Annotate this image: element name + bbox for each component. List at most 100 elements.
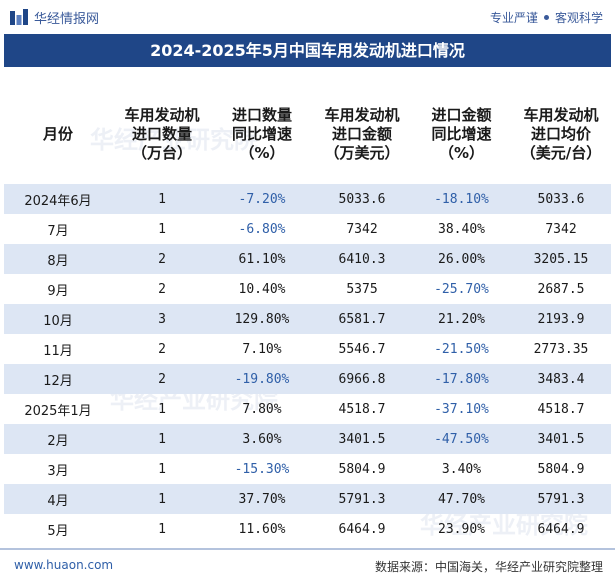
month-cell: 4月 [4,484,112,514]
value-cell: 2 [158,281,166,297]
month-cell: 9月 [47,283,69,299]
table-header-row: 月份 车用发动机 进口数量 （万台） 进口数量 同比增速 （%） 车用发动机 进口金额… [4,84,611,184]
value-cell: 23.90% [438,521,485,537]
value-cell: 6464.9 [338,521,386,537]
table-row: 3月 1 -15.30% 5804.9 3.40% 5804.9 [4,454,611,484]
value-cell: 3205.15 [511,244,611,274]
value-cell: -21.50% [434,341,489,357]
month-cell: 2025年1月 [24,403,92,419]
value-cell: 129.80% [212,304,312,334]
column-header: 进口数量 同比增速 （%） [231,105,292,162]
value-cell: 6966.8 [312,364,412,394]
table-row: 2024年6月 1 -7.20% 5033.6 -18.10% 5033.6 [4,184,611,214]
value-cell: 3.60% [212,424,312,454]
value-cell: 21.20% [412,304,511,334]
value-cell: 2 [158,341,166,357]
month-cell: 2024年6月 [4,184,112,214]
page-title: 2024-2025年5月中国车用发动机进口情况 [4,34,611,67]
value-cell: 7342 [346,221,378,237]
value-cell: 5375 [346,281,378,297]
table-row: 10月 3 129.80% 6581.7 21.20% 2193.9 [4,304,611,334]
value-cell: 2 [112,244,212,274]
value-cell: 2193.9 [511,304,611,334]
value-cell: 1 [112,184,212,214]
month-cell: 3月 [47,463,69,479]
value-cell: 3401.5 [312,424,412,454]
value-cell: -15.30% [234,461,290,477]
value-cell: 1 [158,461,166,477]
month-cell: 8月 [4,244,112,274]
import-table: 月份 车用发动机 进口数量 （万台） 进口数量 同比增速 （%） 车用发动机 进口金额… [4,84,611,544]
column-header: 进口金额 同比增速 （%） [431,105,492,162]
value-cell: 47.70% [412,484,511,514]
value-cell: -6.80% [238,221,286,237]
value-cell: 5791.3 [312,484,412,514]
table-row: 8月 2 61.10% 6410.3 26.00% 3205.15 [4,244,611,274]
value-cell: 4518.7 [537,401,585,417]
value-cell: 6464.9 [537,521,585,537]
value-cell: 5804.9 [537,461,585,477]
table-row: 5月 1 11.60% 6464.9 23.90% 6464.9 [4,514,611,544]
column-header: 月份 [42,124,73,143]
top-bar: 华经情报网 专业严谨 客观科学 [0,0,615,34]
table-body: 2024年6月 1 -7.20% 5033.6 -18.10% 5033.6 7月 1 -6.8… [4,184,611,544]
value-cell: 3 [112,304,212,334]
value-cell: 5033.6 [511,184,611,214]
value-cell: 5033.6 [312,184,412,214]
value-cell: 2773.35 [533,341,589,357]
month-cell: 12月 [4,364,112,394]
table-row: 4月 1 37.70% 5791.3 47.70% 5791.3 [4,484,611,514]
table-row: 12月 2 -19.80% 6966.8 -17.80% 3483.4 [4,364,611,394]
month-cell: 2月 [4,424,112,454]
month-cell: 5月 [47,523,69,539]
value-cell: 7342 [545,221,577,237]
month-cell: 10月 [4,304,112,334]
value-cell: 11.60% [238,521,286,537]
value-cell: 2687.5 [537,281,585,297]
column-header: 车用发动机 进口金额 （万美元） [324,105,400,162]
table-row: 2025年1月 1 7.80% 4518.7 -37.10% 4518.7 [4,394,611,424]
logo-icon [10,9,28,25]
value-cell: 37.70% [212,484,312,514]
column-header: 车用发动机 进口数量 （万台） [124,105,200,162]
value-cell: 7.10% [242,341,282,357]
value-cell: 3483.4 [511,364,611,394]
value-cell: 1 [158,521,166,537]
value-cell: 7.80% [242,401,282,417]
value-cell: 1 [112,424,212,454]
value-cell: 5546.7 [338,341,386,357]
value-cell: 3401.5 [511,424,611,454]
value-cell: -37.10% [434,401,489,417]
dot-separator-icon [543,15,549,20]
value-cell: -19.80% [212,364,312,394]
value-cell: 10.40% [238,281,286,297]
value-cell: 61.10% [212,244,312,274]
footer-url: www.huaon.com [14,558,114,572]
month-cell: 7月 [47,223,69,239]
value-cell: 6410.3 [312,244,412,274]
table-row: 2月 1 3.60% 3401.5 -47.50% 3401.5 [4,424,611,454]
data-source: 数据来源：中国海关，华经产业研究院整理 [374,560,603,574]
slogan-left: 专业严谨 [489,11,538,25]
value-cell: -18.10% [412,184,511,214]
slogan: 专业严谨 客观科学 [490,9,603,26]
value-cell: 38.40% [438,221,485,237]
month-cell: 11月 [43,343,73,359]
value-cell: -25.70% [434,281,489,297]
value-cell: 5804.9 [338,461,386,477]
table-row: 9月 2 10.40% 5375 -25.70% 2687.5 [4,274,611,304]
value-cell: 5791.3 [511,484,611,514]
value-cell: 4518.7 [338,401,386,417]
value-cell: 1 [158,401,166,417]
value-cell: 1 [112,484,212,514]
value-cell: 26.00% [412,244,511,274]
brand-name: 华经情报网 [34,12,100,27]
footer: www.huaon.com 数据来源：中国海关，华经产业研究院整理 [0,548,615,582]
column-header: 车用发动机 进口均价 （美元/台） [520,105,602,162]
table-row: 11月 2 7.10% 5546.7 -21.50% 2773.35 [4,334,611,364]
value-cell: -47.50% [412,424,511,454]
slogan-right: 客观科学 [554,11,603,25]
value-cell: 3.40% [441,461,482,477]
table-row: 7月 1 -6.80% 7342 38.40% 7342 [4,214,611,244]
value-cell: 6581.7 [312,304,412,334]
